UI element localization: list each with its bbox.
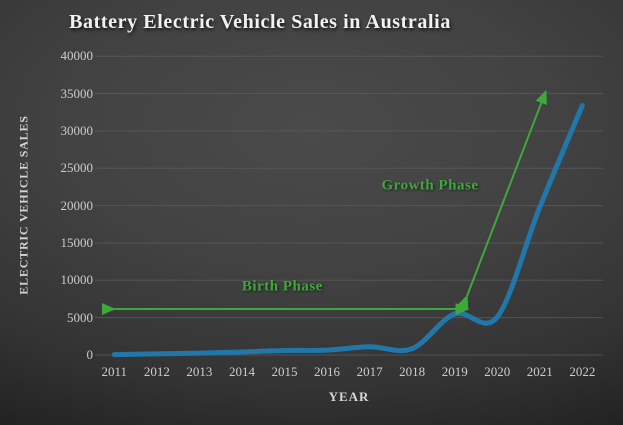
birth-phase-label: Birth Phase <box>241 278 323 295</box>
growth-phase-arrow <box>456 89 547 310</box>
y-tick-label: 10000 <box>60 272 94 288</box>
x-tick-label: 2022 <box>569 364 596 379</box>
x-tick-label: 2011 <box>101 364 128 379</box>
y-tick-label: 35000 <box>60 85 94 101</box>
x-tick-label: 2021 <box>526 364 553 379</box>
y-tick-label: 25000 <box>60 160 94 176</box>
chart-title: Battery Electric Vehicle Sales in Austra… <box>69 11 451 33</box>
x-tick-label: 2019 <box>441 364 468 379</box>
y-tick-label: 5000 <box>67 309 93 325</box>
x-tick-label: 2013 <box>186 364 213 379</box>
growth-phase-label: Growth Phase <box>381 177 479 194</box>
x-axis-title: YEAR <box>328 389 370 404</box>
x-tick-label: 2017 <box>356 364 383 379</box>
x-tick-label: 2012 <box>143 364 170 379</box>
x-tick-label: 2015 <box>271 364 298 379</box>
y-tick-label: 15000 <box>60 234 94 250</box>
x-tick-label: 2016 <box>314 364 341 379</box>
x-tick-label: 2018 <box>399 364 426 379</box>
x-tick-label: 2014 <box>228 364 255 379</box>
y-tick-label: 0 <box>86 347 94 362</box>
x-tick-label: 2020 <box>484 364 511 379</box>
y-tick-label: 40000 <box>60 48 94 64</box>
y-tick-label: 20000 <box>60 197 94 213</box>
y-tick-label: 30000 <box>60 122 94 138</box>
